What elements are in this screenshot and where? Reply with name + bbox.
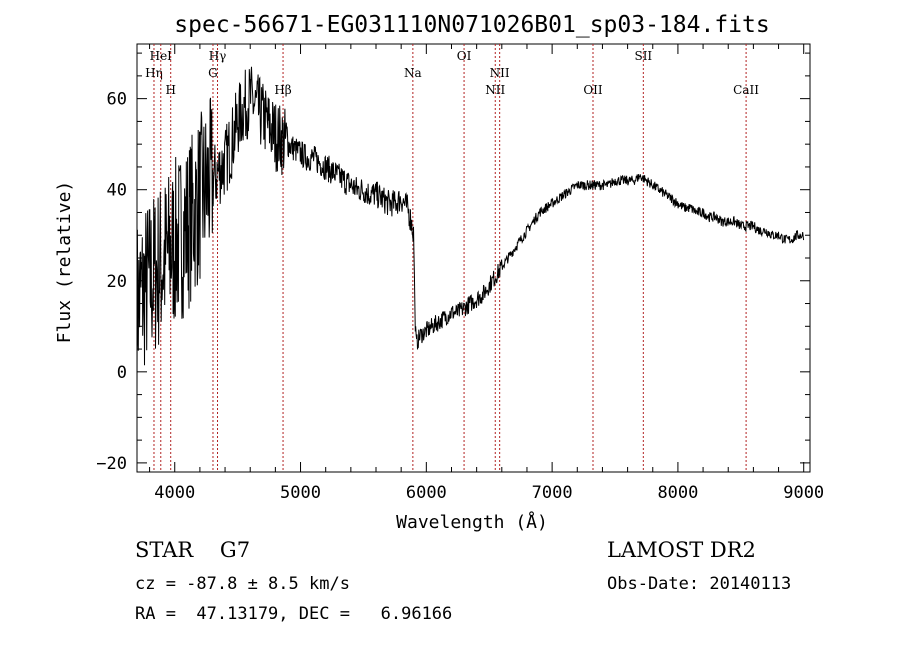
x-tick-label: 4000 xyxy=(154,483,195,503)
line-marker-label: Na xyxy=(404,66,422,80)
coordinates: RA = 47.13179, DEC = 6.96166 xyxy=(135,604,453,624)
line-marker-label: CaII xyxy=(733,83,759,97)
spectrum-line xyxy=(136,66,805,391)
chart-title: spec-56671-EG031110N071026B01_sp03-184.f… xyxy=(174,12,769,38)
spectral-line-markers: Hη HeI H Hγ G Hβ Na OI NII NII OII SII CaII xyxy=(145,44,759,472)
x-tick-label: 8000 xyxy=(657,483,698,503)
line-marker-label: Hη xyxy=(145,66,163,80)
redshift-velocity: cz = -87.8 ± 8.5 km/s xyxy=(135,574,350,594)
y-tick-label: 0 xyxy=(117,363,127,383)
line-marker-label: HeI xyxy=(150,49,173,63)
y-tick-label: 60 xyxy=(107,90,127,110)
y-tick-label: 20 xyxy=(107,272,127,292)
spectrum-chart: spec-56671-EG031110N071026B01_sp03-184.f… xyxy=(54,12,824,533)
line-marker-label: H xyxy=(165,83,175,97)
survey-name: LAMOST DR2 xyxy=(607,538,756,562)
line-marker-label: Hβ xyxy=(274,83,291,97)
observation-date: Obs-Date: 20140113 xyxy=(607,574,792,594)
line-marker-label: OI xyxy=(457,49,472,63)
y-tick-label: −20 xyxy=(96,454,127,474)
x-axis-label: Wavelength (Å) xyxy=(396,511,548,533)
line-marker-label: G xyxy=(208,66,218,80)
line-marker-label: Hγ xyxy=(209,49,227,63)
x-tick-label: 5000 xyxy=(280,483,321,503)
x-tick-label: 6000 xyxy=(406,483,447,503)
line-marker-label: OII xyxy=(583,83,603,97)
line-marker-label: NII xyxy=(490,66,510,80)
object-class: STAR G7 xyxy=(135,538,251,562)
y-tick-label: 40 xyxy=(107,181,127,201)
x-tick-label: 7000 xyxy=(532,483,573,503)
plot-frame xyxy=(136,43,811,473)
plot-axes: 4000 5000 6000 7000 8000 9000 −20 0 20 40 60 xyxy=(96,43,824,503)
line-marker-label: NII xyxy=(485,83,505,97)
line-marker-label: SII xyxy=(634,49,652,63)
x-tick-label: 9000 xyxy=(783,483,824,503)
y-axis-label: Flux (relative) xyxy=(54,181,75,344)
